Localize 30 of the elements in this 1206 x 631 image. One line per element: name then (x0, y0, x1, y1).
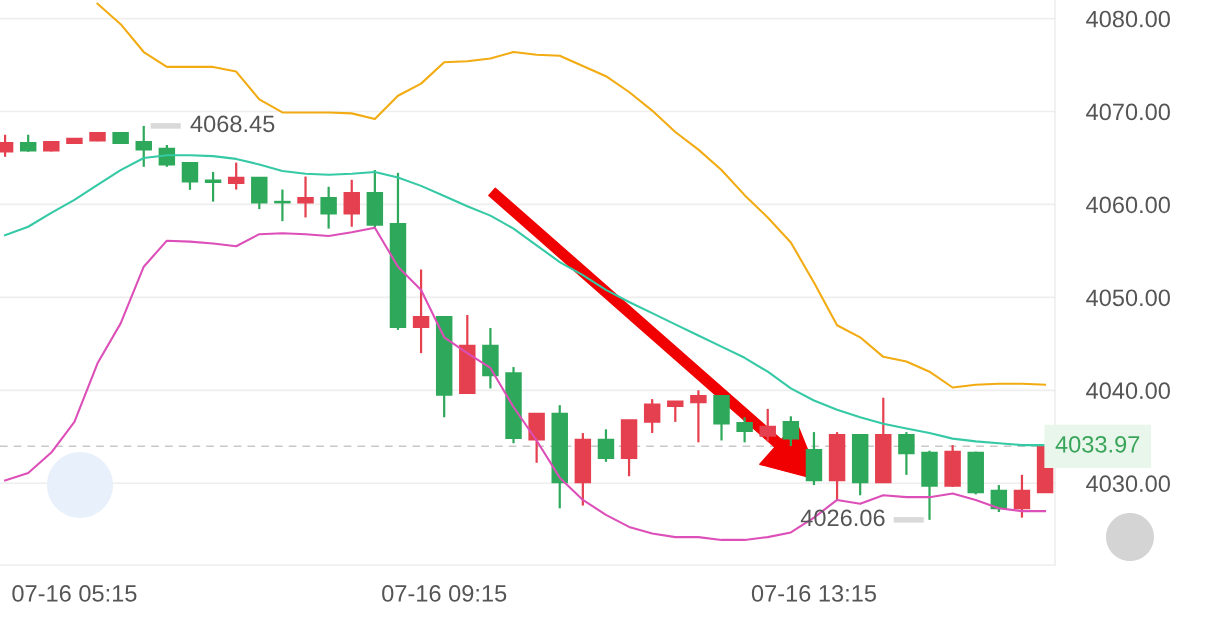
y-tick-label: 4050.00 (1086, 289, 1170, 307)
annotation: 4068.45 (190, 115, 275, 133)
y-tick-label: 4040.00 (1086, 382, 1170, 400)
x-tick-label: 07-16 05:15 (12, 585, 137, 602)
candlestick (898, 431, 915, 476)
y-tick-label: 4060.00 (1086, 196, 1170, 214)
candlestick (320, 185, 337, 230)
candlestick (667, 400, 684, 423)
candlestick (343, 178, 360, 228)
candlestick (597, 428, 615, 463)
candlestick (1013, 473, 1031, 519)
candlestick (181, 161, 199, 191)
y-tick-label: 4080.00 (1086, 10, 1170, 28)
ref-line-label: 4033.97 (1055, 435, 1140, 453)
x-tick-label: 07-16 13:15 (751, 585, 876, 602)
line-series (4, 226, 1047, 541)
candlestick (227, 161, 245, 191)
x-tick-label: 07-16 09:15 (382, 585, 507, 602)
candlestick (782, 415, 800, 448)
candlestick (759, 407, 776, 443)
candlestick (736, 416, 753, 444)
candlestick (690, 389, 707, 444)
candlestick (135, 124, 152, 168)
candlestick (643, 398, 661, 435)
candlestick (297, 175, 314, 219)
y-tick-label: 4030.00 (1086, 475, 1170, 493)
candlestick (204, 170, 222, 203)
line-series (96, 2, 1047, 389)
candlestick (412, 268, 430, 355)
y-tick-label: 4070.00 (1086, 103, 1170, 121)
